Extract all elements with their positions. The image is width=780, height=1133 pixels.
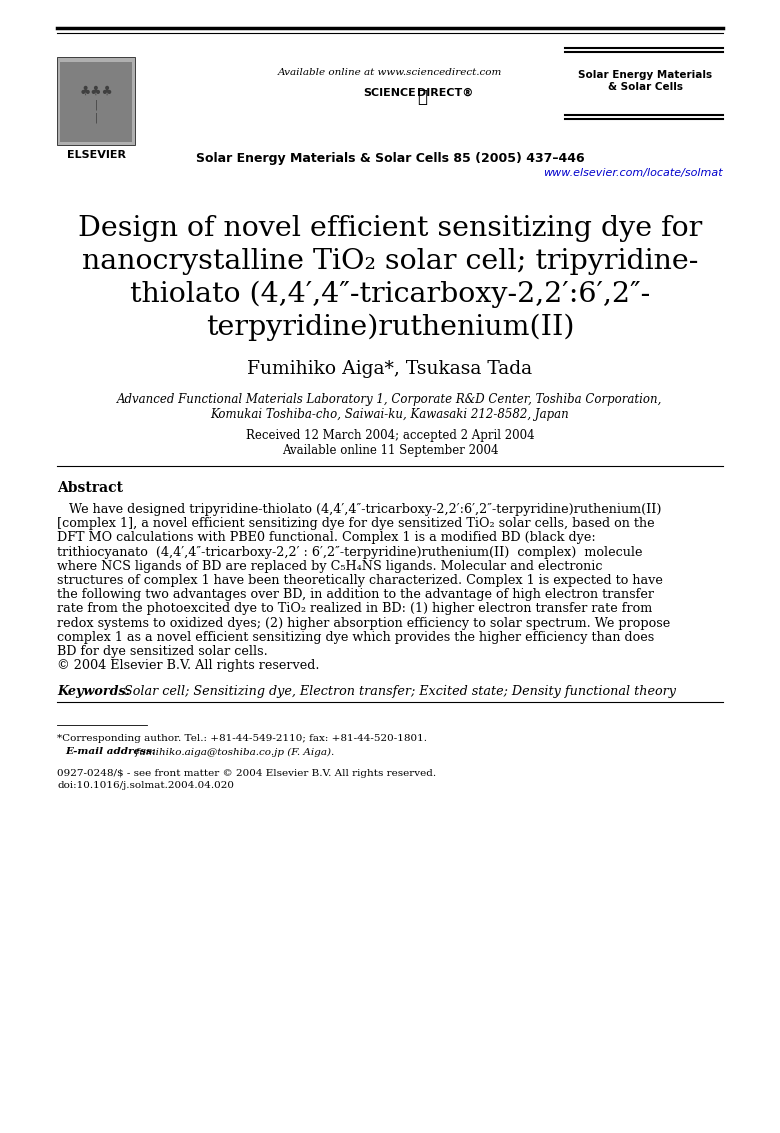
Text: rate from the photoexcited dye to TiO₂ realized in BD: (1) higher electron trans: rate from the photoexcited dye to TiO₂ r… xyxy=(57,603,652,615)
Text: structures of complex 1 have been theoretically characterized. Complex 1 is expe: structures of complex 1 have been theore… xyxy=(57,574,663,587)
Text: Available online at www.sciencedirect.com: Available online at www.sciencedirect.co… xyxy=(278,68,502,77)
Text: 0927-0248/$ - see front matter © 2004 Elsevier B.V. All rights reserved.: 0927-0248/$ - see front matter © 2004 El… xyxy=(57,769,436,778)
Text: ⓓ: ⓓ xyxy=(417,88,427,107)
Text: [complex 1], a novel efficient sensitizing dye for dye sensitized TiO₂ solar cel: [complex 1], a novel efficient sensitizi… xyxy=(57,517,654,530)
Bar xyxy=(60,62,132,142)
Text: |
|: | | xyxy=(94,100,98,122)
Text: fumihiko.aiga@toshiba.co.jp (F. Aiga).: fumihiko.aiga@toshiba.co.jp (F. Aiga). xyxy=(132,748,335,757)
Text: BD for dye sensitized solar cells.: BD for dye sensitized solar cells. xyxy=(57,645,268,658)
Text: *Corresponding author. Tel.: +81-44-549-2110; fax: +81-44-520-1801.: *Corresponding author. Tel.: +81-44-549-… xyxy=(57,734,427,743)
Text: thiolato (4,4′,4″-tricarboxy-2,2′:6′,2″-: thiolato (4,4′,4″-tricarboxy-2,2′:6′,2″- xyxy=(130,281,650,308)
Text: trithiocyanato  (4,4′,4″-tricarboxy-2,2′ : 6′,2″-terpyridine)ruthenium(II)  comp: trithiocyanato (4,4′,4″-tricarboxy-2,2′ … xyxy=(57,546,643,559)
Text: We have designed tripyridine-thiolato (4,4′,4″-tricarboxy-2,2′:6′,2″-terpyridine: We have designed tripyridine-thiolato (4… xyxy=(57,503,661,516)
Text: E-mail address:: E-mail address: xyxy=(65,748,156,757)
Bar xyxy=(57,57,135,145)
Text: Solar Energy Materials & Solar Cells 85 (2005) 437–446: Solar Energy Materials & Solar Cells 85 … xyxy=(196,152,584,165)
Text: Fumihiko Aiga*, Tsukasa Tada: Fumihiko Aiga*, Tsukasa Tada xyxy=(247,360,533,378)
Text: the following two advantages over BD, in addition to the advantage of high elect: the following two advantages over BD, in… xyxy=(57,588,654,602)
Text: redox systems to oxidized dyes; (2) higher absorption efficiency to solar spectr: redox systems to oxidized dyes; (2) high… xyxy=(57,616,670,630)
Text: www.elsevier.com/locate/solmat: www.elsevier.com/locate/solmat xyxy=(544,168,723,178)
Text: Design of novel efficient sensitizing dye for: Design of novel efficient sensitizing dy… xyxy=(78,215,702,242)
Text: DFT MO calculations with PBE0 functional. Complex 1 is a modified BD (black dye:: DFT MO calculations with PBE0 functional… xyxy=(57,531,596,544)
Text: terpyridine)ruthenium(II): terpyridine)ruthenium(II) xyxy=(206,314,574,341)
Text: ELSEVIER: ELSEVIER xyxy=(66,150,126,160)
Text: Received 12 March 2004; accepted 2 April 2004: Received 12 March 2004; accepted 2 April… xyxy=(246,429,534,442)
Text: Available online 11 September 2004: Available online 11 September 2004 xyxy=(282,444,498,457)
Text: Abstract: Abstract xyxy=(57,482,123,495)
Text: where NCS ligands of BD are replaced by C₅H₄NS ligands. Molecular and electronic: where NCS ligands of BD are replaced by … xyxy=(57,560,602,573)
Text: doi:10.1016/j.solmat.2004.04.020: doi:10.1016/j.solmat.2004.04.020 xyxy=(57,782,234,791)
Text: DIRECT®: DIRECT® xyxy=(417,88,473,97)
Text: Komukai Toshiba-cho, Saiwai-ku, Kawasaki 212-8582, Japan: Komukai Toshiba-cho, Saiwai-ku, Kawasaki… xyxy=(211,408,569,421)
Text: Keywords:: Keywords: xyxy=(57,685,130,698)
Text: © 2004 Elsevier B.V. All rights reserved.: © 2004 Elsevier B.V. All rights reserved… xyxy=(57,659,320,672)
Text: complex 1 as a novel efficient sensitizing dye which provides the higher efficie: complex 1 as a novel efficient sensitizi… xyxy=(57,631,654,644)
Text: Solar Energy Materials
& Solar Cells: Solar Energy Materials & Solar Cells xyxy=(578,70,712,92)
Text: Advanced Functional Materials Laboratory 1, Corporate R&D Center, Toshiba Corpor: Advanced Functional Materials Laboratory… xyxy=(117,393,663,406)
Text: nanocrystalline TiO₂ solar cell; tripyridine-: nanocrystalline TiO₂ solar cell; tripyri… xyxy=(82,248,698,275)
Text: SCIENCE: SCIENCE xyxy=(363,88,417,97)
Text: Solar cell; Sensitizing dye, Electron transfer; Excited state; Density functiona: Solar cell; Sensitizing dye, Electron tr… xyxy=(120,685,676,698)
Text: ♣♣♣: ♣♣♣ xyxy=(79,85,113,97)
